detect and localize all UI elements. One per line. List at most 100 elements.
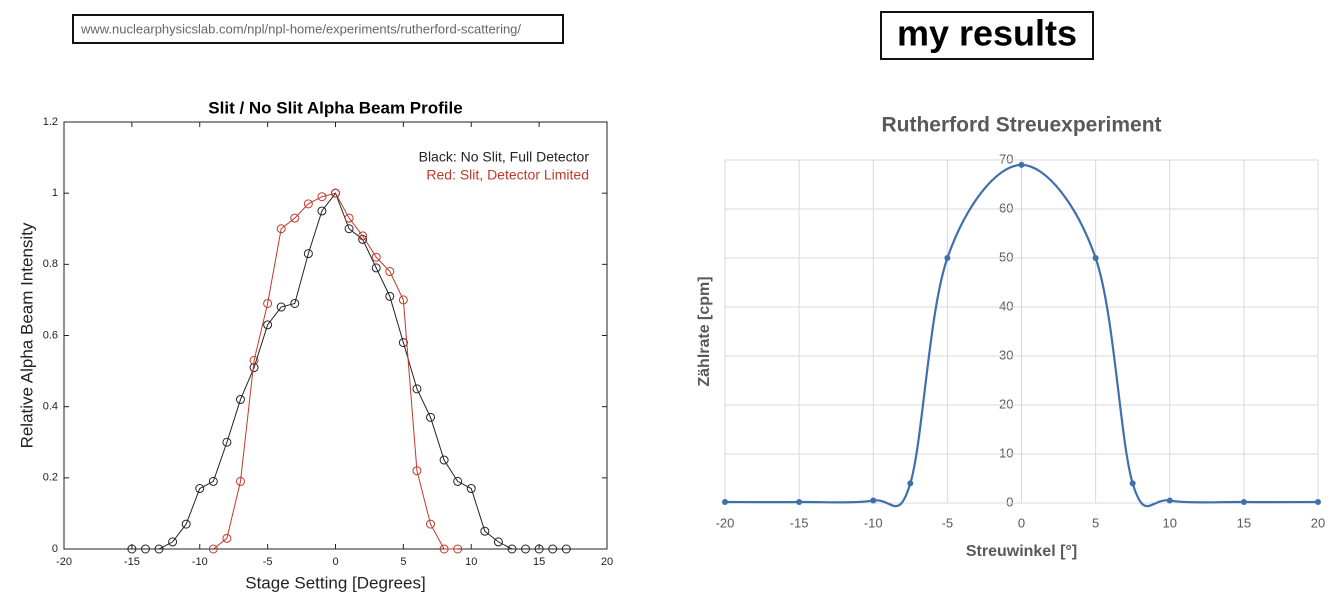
data-point (154, 544, 164, 554)
x-axis-label: Stage Setting [Degrees] (245, 573, 426, 592)
data-point (344, 213, 354, 223)
data-point (208, 476, 218, 486)
data-point (208, 544, 218, 554)
data-point (412, 466, 422, 476)
data-point (317, 192, 327, 202)
x-tick-label: 20 (1311, 515, 1325, 530)
data-point (290, 298, 300, 308)
data-point (222, 533, 232, 543)
y-tick-label: 30 (999, 347, 1013, 362)
y-tick-label: 0 (52, 543, 58, 555)
url-box (72, 14, 564, 44)
x-tick-label: 10 (1163, 515, 1177, 530)
source-url: www.nuclearphysicslab.com/npl/npl-home/e… (80, 21, 521, 36)
y-tick-label: 0.8 (43, 258, 58, 270)
y-axis-label: Relative Alpha Beam Intensity (17, 222, 36, 448)
data-point (466, 484, 476, 494)
heading: my results (897, 13, 1077, 54)
y-tick-label: 1.2 (43, 116, 58, 128)
data-point (1315, 499, 1321, 506)
data-point (303, 249, 313, 259)
y-tick-label: 0.6 (43, 329, 58, 341)
data-point (1018, 161, 1025, 168)
data-point (1166, 497, 1173, 504)
data-point (276, 224, 286, 234)
x-tick-label: -20 (716, 515, 735, 530)
x-tick-label: -15 (790, 515, 809, 530)
data-point (412, 384, 422, 394)
series-line (131, 192, 567, 550)
chart-title: Slit / No Slit Alpha Beam Profile (208, 98, 462, 117)
data-point (561, 544, 571, 554)
x-tick-label: 0 (1018, 515, 1025, 530)
data-point (722, 499, 728, 506)
data-point (331, 188, 340, 198)
data-point (140, 544, 150, 554)
data-point (1240, 499, 1247, 506)
data-point (181, 519, 191, 529)
data-point (385, 291, 395, 301)
data-point (426, 412, 436, 422)
data-point (398, 295, 408, 305)
data-point (303, 199, 313, 209)
data-point (249, 355, 259, 365)
data-point (534, 544, 544, 554)
data-point (222, 437, 232, 447)
x-tick-label: -15 (124, 556, 140, 568)
x-tick-label: -10 (864, 515, 883, 530)
data-point (371, 263, 381, 273)
heading-box (880, 11, 1094, 60)
data-point (507, 544, 517, 554)
data-point (796, 499, 803, 506)
y-tick-label: 0.2 (43, 472, 58, 484)
data-point (493, 537, 503, 547)
legend-entry: Red: Slit, Detector Limited (426, 167, 589, 183)
data-point (290, 213, 300, 223)
y-tick-label: 40 (999, 298, 1013, 313)
y-tick-label: 0.4 (43, 401, 58, 413)
x-tick-label: 0 (332, 556, 338, 568)
x-tick-label: -5 (942, 515, 954, 530)
series-line (213, 192, 458, 550)
data-point (426, 519, 436, 529)
y-tick-label: 50 (999, 249, 1013, 264)
data-point (907, 480, 914, 487)
legend-entry: Black: No Slit, Full Detector (419, 149, 590, 165)
data-point (317, 206, 327, 216)
data-point (870, 497, 877, 504)
data-point (439, 544, 449, 554)
data-point (168, 537, 178, 547)
data-point (385, 266, 395, 276)
x-tick-label: 10 (465, 556, 477, 568)
x-tick-label: -5 (263, 556, 273, 568)
y-tick-label: 20 (999, 396, 1013, 411)
data-point (263, 320, 273, 330)
x-tick-label: 20 (601, 556, 613, 568)
data-point (263, 298, 273, 308)
data-point (358, 231, 368, 241)
data-point (398, 338, 408, 348)
data-point (453, 544, 463, 554)
plot-box (63, 121, 608, 550)
data-point (344, 224, 354, 234)
data-point (1092, 255, 1099, 261)
data-point (480, 526, 490, 536)
y-axis-label: Zählrate [cpm] (696, 276, 713, 386)
data-point (453, 476, 463, 486)
y-tick-label: 70 (999, 151, 1013, 166)
x-tick-label: 15 (1237, 515, 1251, 530)
y-tick-label: 10 (999, 445, 1013, 460)
data-point (235, 395, 245, 405)
x-tick-label: -20 (56, 556, 72, 568)
data-point (235, 476, 245, 486)
data-point (1129, 480, 1136, 487)
x-axis-label: Streuwinkel [°] (966, 543, 1077, 560)
y-tick-label: 60 (999, 200, 1013, 215)
x-tick-label: 5 (400, 556, 406, 568)
data-point (127, 544, 137, 554)
data-point (371, 252, 381, 262)
data-point (439, 455, 449, 465)
data-point (195, 484, 205, 494)
